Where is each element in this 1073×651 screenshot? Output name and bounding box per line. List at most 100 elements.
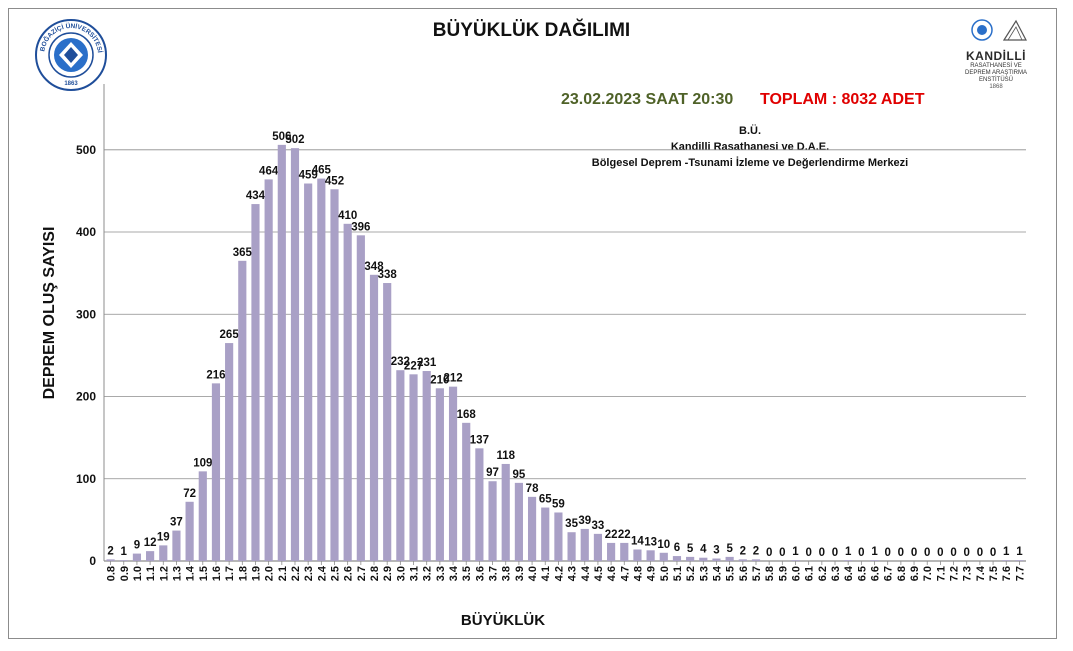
x-tick-label: 3.9 xyxy=(514,566,526,581)
kandilli-line-3: ENSTİTÜSÜ xyxy=(978,77,1013,83)
data-label: 0 xyxy=(884,547,890,559)
bar xyxy=(1015,560,1024,561)
data-label: 212 xyxy=(443,373,462,385)
data-label: 232 xyxy=(391,356,410,368)
x-tick-label: 7.4 xyxy=(975,565,987,581)
x-tick-label: 3.1 xyxy=(409,566,421,581)
data-label: 12 xyxy=(144,537,157,549)
x-tick-label: 5.2 xyxy=(685,566,697,581)
x-tick-label: 1.3 xyxy=(171,566,183,581)
x-tick-label: 3.8 xyxy=(501,566,513,581)
x-tick-label: 5.4 xyxy=(711,565,723,581)
bar xyxy=(343,223,352,561)
data-label: 0 xyxy=(858,547,864,559)
bar xyxy=(435,388,444,561)
data-label: 0 xyxy=(911,547,917,559)
x-tick-label: 7.3 xyxy=(962,566,974,581)
x-tick-label: 0.8 xyxy=(106,566,118,581)
y-tick-label: 300 xyxy=(76,307,96,321)
bar xyxy=(330,189,339,561)
x-tick-label: 2.6 xyxy=(343,566,355,581)
data-label: 0 xyxy=(766,547,772,559)
data-label: 59 xyxy=(552,498,565,510)
data-label: 0 xyxy=(832,547,838,559)
x-tick-label: 0.9 xyxy=(119,566,131,581)
org-abbreviation: B.Ü. xyxy=(739,125,761,137)
data-label: 464 xyxy=(259,165,279,177)
data-label: 3 xyxy=(713,545,719,557)
x-tick-label: 1.8 xyxy=(237,566,249,581)
x-tick-label: 1.2 xyxy=(158,566,170,581)
bar xyxy=(712,558,721,561)
bar xyxy=(659,552,668,561)
data-label: 14 xyxy=(631,535,644,547)
x-tick-label: 6.2 xyxy=(817,566,829,581)
data-label: 2 xyxy=(740,545,746,557)
bar xyxy=(751,559,761,561)
data-label: 452 xyxy=(325,175,344,187)
data-label: 22 xyxy=(618,529,631,541)
data-label: 338 xyxy=(378,269,398,281)
bar xyxy=(317,178,326,562)
x-tick-label: 4.6 xyxy=(606,566,618,581)
data-label: 4 xyxy=(700,544,707,556)
data-label: 1 xyxy=(792,546,799,558)
data-label: 39 xyxy=(578,515,591,527)
x-tick-label: 5.7 xyxy=(751,566,763,581)
bar xyxy=(251,204,260,561)
x-tick-label: 1.0 xyxy=(132,566,144,581)
x-tick-label: 6.9 xyxy=(909,566,921,581)
x-tick-label: 1.4 xyxy=(185,565,197,581)
org-center-name: Bölgesel Deprem -Tsunami İzleme ve Değer… xyxy=(591,157,909,169)
kandilli-line-1: RASATHANESİ VE xyxy=(970,63,1022,69)
x-tick-label: 1.1 xyxy=(145,566,157,581)
data-label: 0 xyxy=(819,547,825,559)
data-label: 0 xyxy=(924,547,930,559)
bar xyxy=(725,556,734,561)
bar xyxy=(211,383,221,561)
data-label: 72 xyxy=(183,488,196,500)
bar xyxy=(554,512,563,561)
x-tick-label: 2.5 xyxy=(330,566,342,581)
x-tick-label: 6.8 xyxy=(896,566,908,581)
x-tick-label: 7.7 xyxy=(1014,566,1026,581)
bar xyxy=(277,144,286,561)
x-tick-label: 1.7 xyxy=(224,566,236,581)
bar xyxy=(356,235,365,561)
data-label: 1 xyxy=(1016,546,1023,558)
x-tick-label: 2.7 xyxy=(356,566,368,581)
data-label: 0 xyxy=(964,547,970,559)
date-time-label: 23.02.2023 SAAT 20:30 xyxy=(561,91,734,108)
x-tick-label: 1.9 xyxy=(250,566,262,581)
data-label: 465 xyxy=(312,165,332,177)
bar xyxy=(738,559,747,561)
bar xyxy=(672,556,682,561)
bar xyxy=(264,179,273,561)
data-label: 9 xyxy=(134,540,140,552)
data-label: 2 xyxy=(107,545,113,557)
data-label: 118 xyxy=(496,450,515,462)
data-label: 95 xyxy=(513,469,526,481)
x-tick-label: 1.5 xyxy=(198,566,210,581)
bar xyxy=(185,501,194,561)
bar xyxy=(870,560,879,561)
bar xyxy=(369,274,379,561)
x-tick-label: 6.5 xyxy=(856,566,868,581)
kandilli-name: KANDİLLİ xyxy=(966,49,1026,63)
bar xyxy=(527,496,537,561)
data-label: 35 xyxy=(565,518,578,530)
bar xyxy=(501,463,510,561)
university-seal-icon: BOĞAZİÇİ ÜNİVERSİTESİ 1863 xyxy=(35,19,107,91)
data-label: 506 xyxy=(272,131,291,143)
data-label: 33 xyxy=(592,520,605,532)
bar xyxy=(304,183,313,561)
x-tick-label: 3.3 xyxy=(435,566,447,581)
x-tick-label: 2.4 xyxy=(316,565,328,581)
x-tick-label: 3.4 xyxy=(448,565,460,581)
bar xyxy=(488,481,497,561)
data-label: 0 xyxy=(950,547,956,559)
bar xyxy=(225,343,234,561)
x-tick-label: 5.5 xyxy=(725,566,737,581)
bar xyxy=(844,560,853,561)
